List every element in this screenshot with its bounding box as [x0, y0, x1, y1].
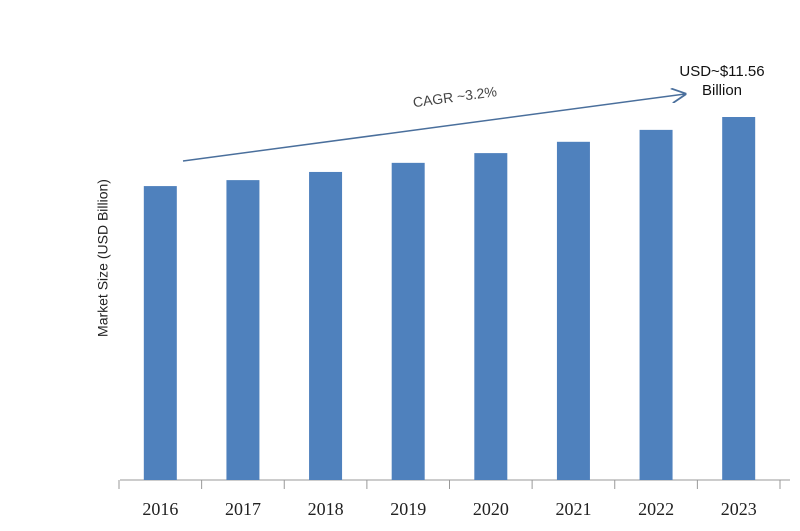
x-tick-label: 2023	[721, 499, 757, 519]
cagr-arrow	[182, 94, 685, 162]
x-tick-label: 2019	[390, 499, 426, 519]
x-tick-label: 2017	[225, 499, 261, 519]
bar	[556, 141, 590, 480]
bar	[309, 171, 343, 480]
x-tick-label: 2022	[638, 499, 674, 519]
x-tick-label: 2016	[142, 499, 178, 519]
bar	[226, 180, 260, 481]
x-tick-label: 2018	[308, 499, 344, 519]
x-tick-label: 2021	[555, 499, 591, 519]
bar	[143, 186, 177, 480]
bar	[722, 117, 756, 480]
bar	[474, 153, 508, 481]
bar	[639, 129, 673, 480]
bar	[391, 162, 425, 481]
cagr-label: CAGR ~3.2%	[412, 83, 498, 110]
x-tick-label: 2020	[473, 499, 509, 519]
value-annotation: USD~$11.56 Billion	[679, 63, 765, 99]
y-axis-label: Market Size (USD Billion)	[95, 179, 111, 337]
